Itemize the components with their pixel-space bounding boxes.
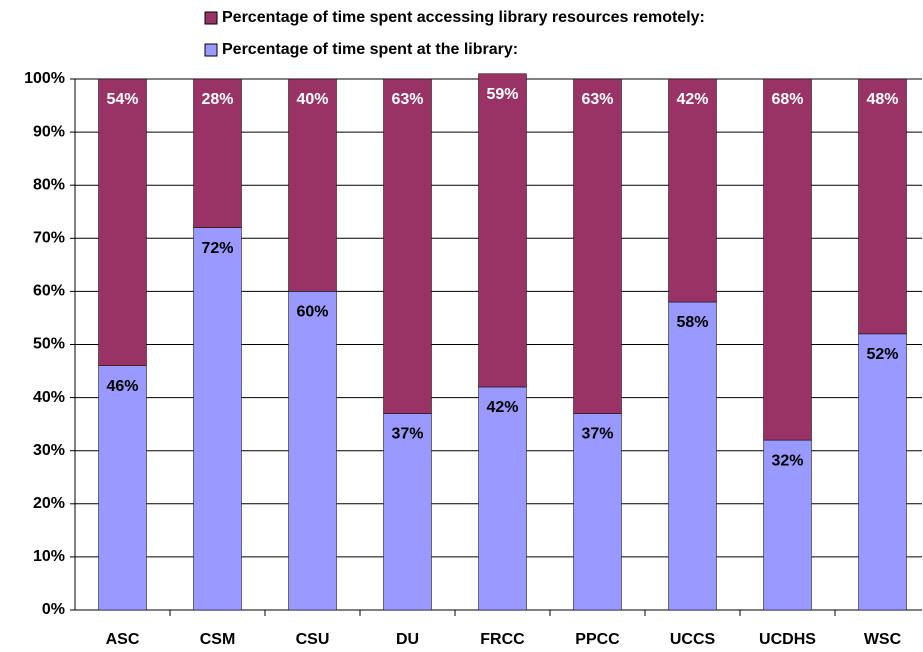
x-tick-label: FRCC — [480, 631, 525, 648]
x-tick-label: CSM — [200, 631, 236, 648]
bar-segment — [383, 78, 432, 414]
x-tick-label: UCDHS — [759, 631, 816, 648]
data-label: 40% — [296, 91, 328, 108]
x-tick-label: DU — [396, 631, 419, 648]
legend-swatch — [204, 43, 218, 57]
data-label: 28% — [201, 91, 233, 108]
data-label: 63% — [581, 91, 613, 108]
data-label: 54% — [106, 91, 138, 108]
x-tick-label: PPCC — [575, 631, 620, 648]
y-tick-label: 80% — [33, 176, 65, 193]
data-label: 72% — [201, 240, 233, 257]
legend-label: Percentage of time spent accessing libra… — [222, 9, 705, 26]
bar-segment — [478, 386, 527, 611]
data-label: 32% — [771, 452, 803, 469]
bar-segment — [478, 73, 527, 388]
y-tick-label: 30% — [33, 442, 65, 459]
data-label: 42% — [486, 399, 518, 416]
data-label: 60% — [296, 304, 328, 321]
data-label: 68% — [771, 91, 803, 108]
bar-segment — [383, 413, 432, 611]
bar-segment — [858, 78, 907, 335]
bar-segment — [858, 333, 907, 611]
bar-segment — [98, 78, 147, 366]
y-tick-label: 0% — [42, 601, 65, 618]
data-label: 63% — [391, 91, 423, 108]
legend-swatch — [204, 11, 218, 25]
x-tick-label: ASC — [106, 631, 140, 648]
data-label: 37% — [391, 426, 423, 443]
x-tick-label: UCCS — [670, 631, 716, 648]
bar-segment — [763, 439, 812, 611]
y-tick-label: 20% — [33, 495, 65, 512]
bar-segment — [573, 78, 622, 414]
y-tick-label: 50% — [33, 336, 65, 353]
data-label: 58% — [676, 314, 708, 331]
bar-segment — [193, 227, 242, 611]
bar-segment — [573, 413, 622, 611]
data-label: 46% — [106, 378, 138, 395]
x-tick-label: WSC — [864, 631, 902, 648]
data-label: 37% — [581, 426, 613, 443]
bar-segment — [288, 291, 337, 611]
bar-segment — [668, 78, 717, 303]
x-tick-label: CSU — [296, 631, 330, 648]
data-label: 59% — [486, 86, 518, 103]
bar-segment — [288, 78, 337, 292]
bar-segment — [98, 365, 147, 611]
y-tick-label: 10% — [33, 548, 65, 565]
legend-label: Percentage of time spent at the library: — [222, 41, 518, 58]
data-label: 52% — [866, 346, 898, 363]
bar-segment — [763, 78, 812, 441]
y-tick-label: 100% — [24, 70, 65, 87]
bar-segment — [668, 301, 717, 611]
y-tick-label: 70% — [33, 230, 65, 247]
y-tick-label: 40% — [33, 389, 65, 406]
bar-segment — [193, 78, 242, 228]
data-label: 48% — [866, 91, 898, 108]
y-tick-label: 90% — [33, 123, 65, 140]
y-tick-label: 60% — [33, 283, 65, 300]
data-label: 42% — [676, 91, 708, 108]
